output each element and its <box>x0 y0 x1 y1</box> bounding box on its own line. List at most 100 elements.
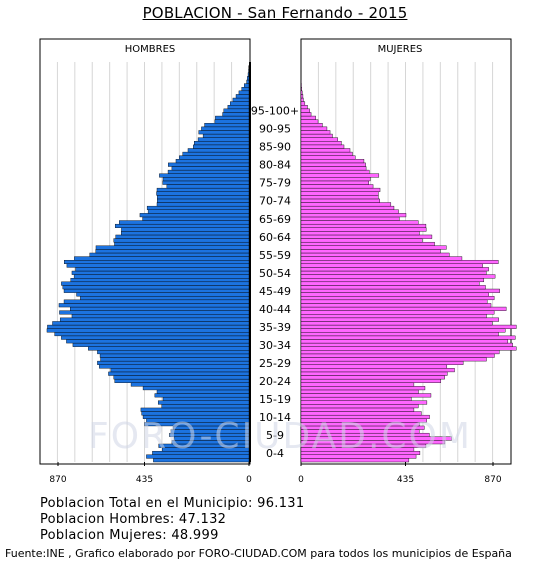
female-bar <box>300 144 345 149</box>
male-bar <box>241 87 250 92</box>
source-footer: Fuente:INE , Grafico elaborado por FORO-… <box>5 547 512 560</box>
male-bar <box>61 335 250 340</box>
female-bar <box>300 231 420 236</box>
male-bar <box>162 396 250 401</box>
male-bar <box>75 267 250 272</box>
male-bar <box>235 94 250 99</box>
female-bar <box>300 227 427 232</box>
male-bar <box>66 339 250 344</box>
right-panel: MUJERES <box>300 38 517 465</box>
age-label: 65-69 <box>259 213 291 226</box>
male-bar <box>119 220 250 225</box>
male-bar <box>139 213 250 218</box>
male-bar <box>223 108 250 113</box>
male-bar <box>70 278 250 283</box>
female-population-stat: Poblacion Mujeres: 48.999 <box>40 528 219 543</box>
female-bar <box>300 234 433 239</box>
female-bar <box>300 396 412 401</box>
female-series <box>300 79 517 463</box>
tick-label: 435 <box>397 475 414 485</box>
male-bar <box>146 205 250 210</box>
female-bar <box>300 458 410 463</box>
center-axis-line <box>249 62 251 462</box>
male-bar <box>154 393 250 398</box>
female-bar <box>300 191 379 196</box>
female-bar <box>300 97 304 102</box>
male-bar <box>156 191 250 196</box>
female-bar <box>300 108 310 113</box>
female-bar <box>300 339 509 344</box>
male-bar <box>156 187 250 192</box>
male-bar <box>157 195 250 200</box>
male-bar <box>232 97 250 102</box>
male-bar <box>142 386 250 391</box>
male-bar <box>89 252 250 257</box>
male-bar <box>168 162 250 167</box>
female-bar <box>300 205 395 210</box>
x-tick-labels: 870 435 0 0 435 870 <box>49 462 502 485</box>
male-bar <box>66 263 250 268</box>
male-bar <box>47 324 250 329</box>
female-bar <box>300 404 419 409</box>
female-bar <box>300 133 333 138</box>
male-bar <box>156 389 250 394</box>
male-bar <box>140 407 250 412</box>
male-bar <box>59 317 250 322</box>
female-bar <box>300 317 499 322</box>
age-label: 50-54 <box>259 267 291 280</box>
age-label: 85-90 <box>259 141 291 154</box>
male-bar <box>142 216 250 221</box>
male-bar <box>114 223 250 228</box>
male-bar <box>198 130 250 135</box>
male-bar <box>153 458 250 463</box>
female-bar <box>300 314 487 319</box>
male-bar <box>113 375 250 380</box>
male-bar <box>193 144 250 149</box>
male-bar <box>197 137 250 142</box>
male-bar <box>114 378 250 383</box>
female-bar <box>300 148 351 153</box>
male-bar <box>80 296 250 301</box>
female-bar <box>300 198 380 203</box>
female-bar <box>300 368 455 373</box>
male-bar <box>179 155 250 160</box>
female-bar <box>300 332 499 337</box>
female-bar <box>300 249 441 254</box>
female-bar <box>300 346 517 351</box>
female-bar <box>300 155 356 160</box>
female-bar <box>300 382 415 387</box>
male-bar <box>204 123 250 128</box>
age-label: 30-34 <box>259 339 291 352</box>
hombres-label: HOMBRES <box>125 44 176 55</box>
female-bar <box>300 159 365 164</box>
male-bar <box>54 332 250 337</box>
male-bar <box>115 234 250 239</box>
mujeres-label: MUJERES <box>378 44 423 55</box>
female-bar <box>300 115 316 120</box>
female-bar <box>300 166 367 171</box>
female-bar <box>300 112 312 117</box>
female-bar <box>300 267 489 272</box>
male-bar <box>201 126 250 131</box>
male-bar <box>73 274 250 279</box>
female-bar <box>300 119 319 124</box>
female-bar <box>300 310 495 315</box>
female-bar <box>300 177 371 182</box>
female-bar <box>300 335 516 340</box>
male-bar <box>113 238 250 243</box>
male-bar <box>243 83 250 88</box>
male-bar <box>95 245 250 250</box>
female-bar <box>300 202 392 207</box>
female-bar <box>300 241 435 246</box>
male-bar <box>214 119 250 124</box>
female-bar <box>300 296 495 301</box>
female-bar <box>300 292 489 297</box>
male-bar <box>71 314 250 319</box>
female-bar <box>300 162 366 167</box>
female-bar <box>300 90 303 95</box>
age-label: 90-95 <box>259 123 291 136</box>
female-bar <box>300 252 450 257</box>
female-bar <box>300 278 485 283</box>
male-bar <box>121 227 250 232</box>
female-bar <box>300 126 328 131</box>
